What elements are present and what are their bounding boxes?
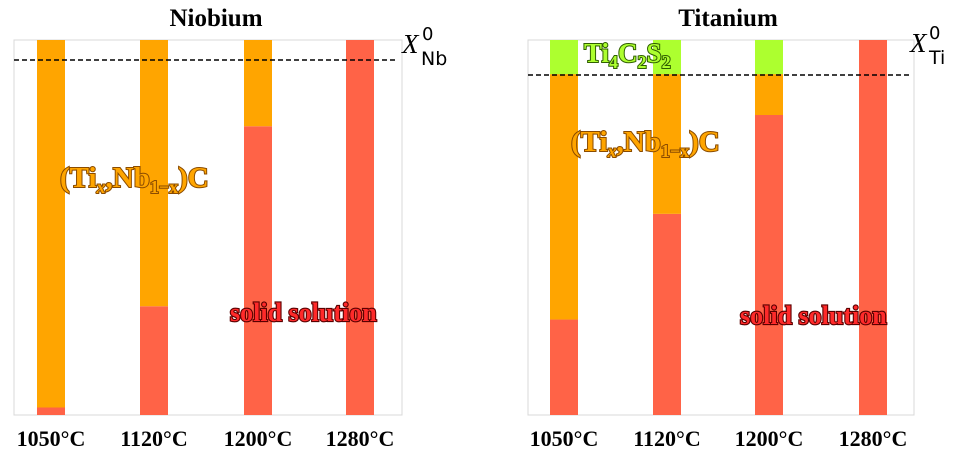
titanium-bar-4-segment-1 [859,40,887,415]
niobium-bar-4-segment-1 [346,40,374,415]
titanium-reference-subscript: Ti [928,47,945,69]
titanium-bar-2-segment-3 [653,40,681,75]
niobium-x-axis-ticks: 1050°C 1120°C 1200°C 1280°C [17,426,395,451]
titanium-solid-solution-annotation: solid solution [740,301,887,330]
titanium-panel: Titanium X 0 Ti 1050°C 1120°C 1200°C 1280°C… [527,5,945,451]
titanium-reference-superscript: 0 [929,23,940,44]
niobium-reference-label: X [401,29,420,59]
niobium-reference-superscript: 0 [422,24,433,45]
niobium-carbide-annotation: (Tix,Nb1−x)C [60,162,209,197]
titanium-title: Titanium [678,5,778,32]
titanium-carbide-annotation: (Tix,Nb1−x)C [571,126,720,161]
niobium-bar-1-segment-2 [37,40,65,408]
titanium-bar-1-segment-1 [550,319,578,415]
niobium-bar-2-segment-2 [140,40,168,307]
niobium-panel: Niobium X 0 Nb 1050°C 1120°C 1200°C 1280°C … [13,5,447,451]
titanium-x-tick-label: 1120°C [633,426,700,451]
niobium-x-tick-label: 1120°C [120,426,187,451]
titanium-reference-label: X [909,28,928,58]
titanium-x-tick-label: 1200°C [735,426,804,451]
titanium-bar-3-segment-3 [755,40,783,75]
titanium-plot-frame [527,39,915,416]
niobium-reference-subscript: Nb [421,48,447,70]
titanium-bar-1-segment-3 [550,40,578,75]
titanium-x-tick-label: 1280°C [839,426,908,451]
titanium-bar-2-segment-2 [653,74,681,214]
niobium-bars [37,40,374,415]
titanium-bar-3-segment-2 [755,74,783,115]
niobium-x-tick-label: 1050°C [17,426,86,451]
titanium-x-axis-ticks: 1050°C 1120°C 1200°C 1280°C [530,426,908,451]
niobium-x-tick-label: 1200°C [224,426,293,451]
niobium-bar-3-segment-2 [244,40,272,127]
titanium-bars [550,40,887,415]
niobium-bar-2-segment-1 [140,306,168,415]
niobium-plot-frame [13,39,403,416]
titanium-sulfide-annotation: Ti4C2S2 [584,38,671,72]
titanium-x-tick-label: 1050°C [530,426,599,451]
niobium-x-tick-label: 1280°C [326,426,395,451]
titanium-bar-3-segment-1 [755,115,783,415]
niobium-bar-3-segment-1 [244,126,272,415]
niobium-bar-1-segment-1 [37,407,65,415]
titanium-bar-2-segment-1 [653,213,681,415]
niobium-title: Niobium [169,5,262,32]
titanium-bar-1-segment-2 [550,74,578,320]
niobium-solid-solution-annotation: solid solution [230,298,377,327]
